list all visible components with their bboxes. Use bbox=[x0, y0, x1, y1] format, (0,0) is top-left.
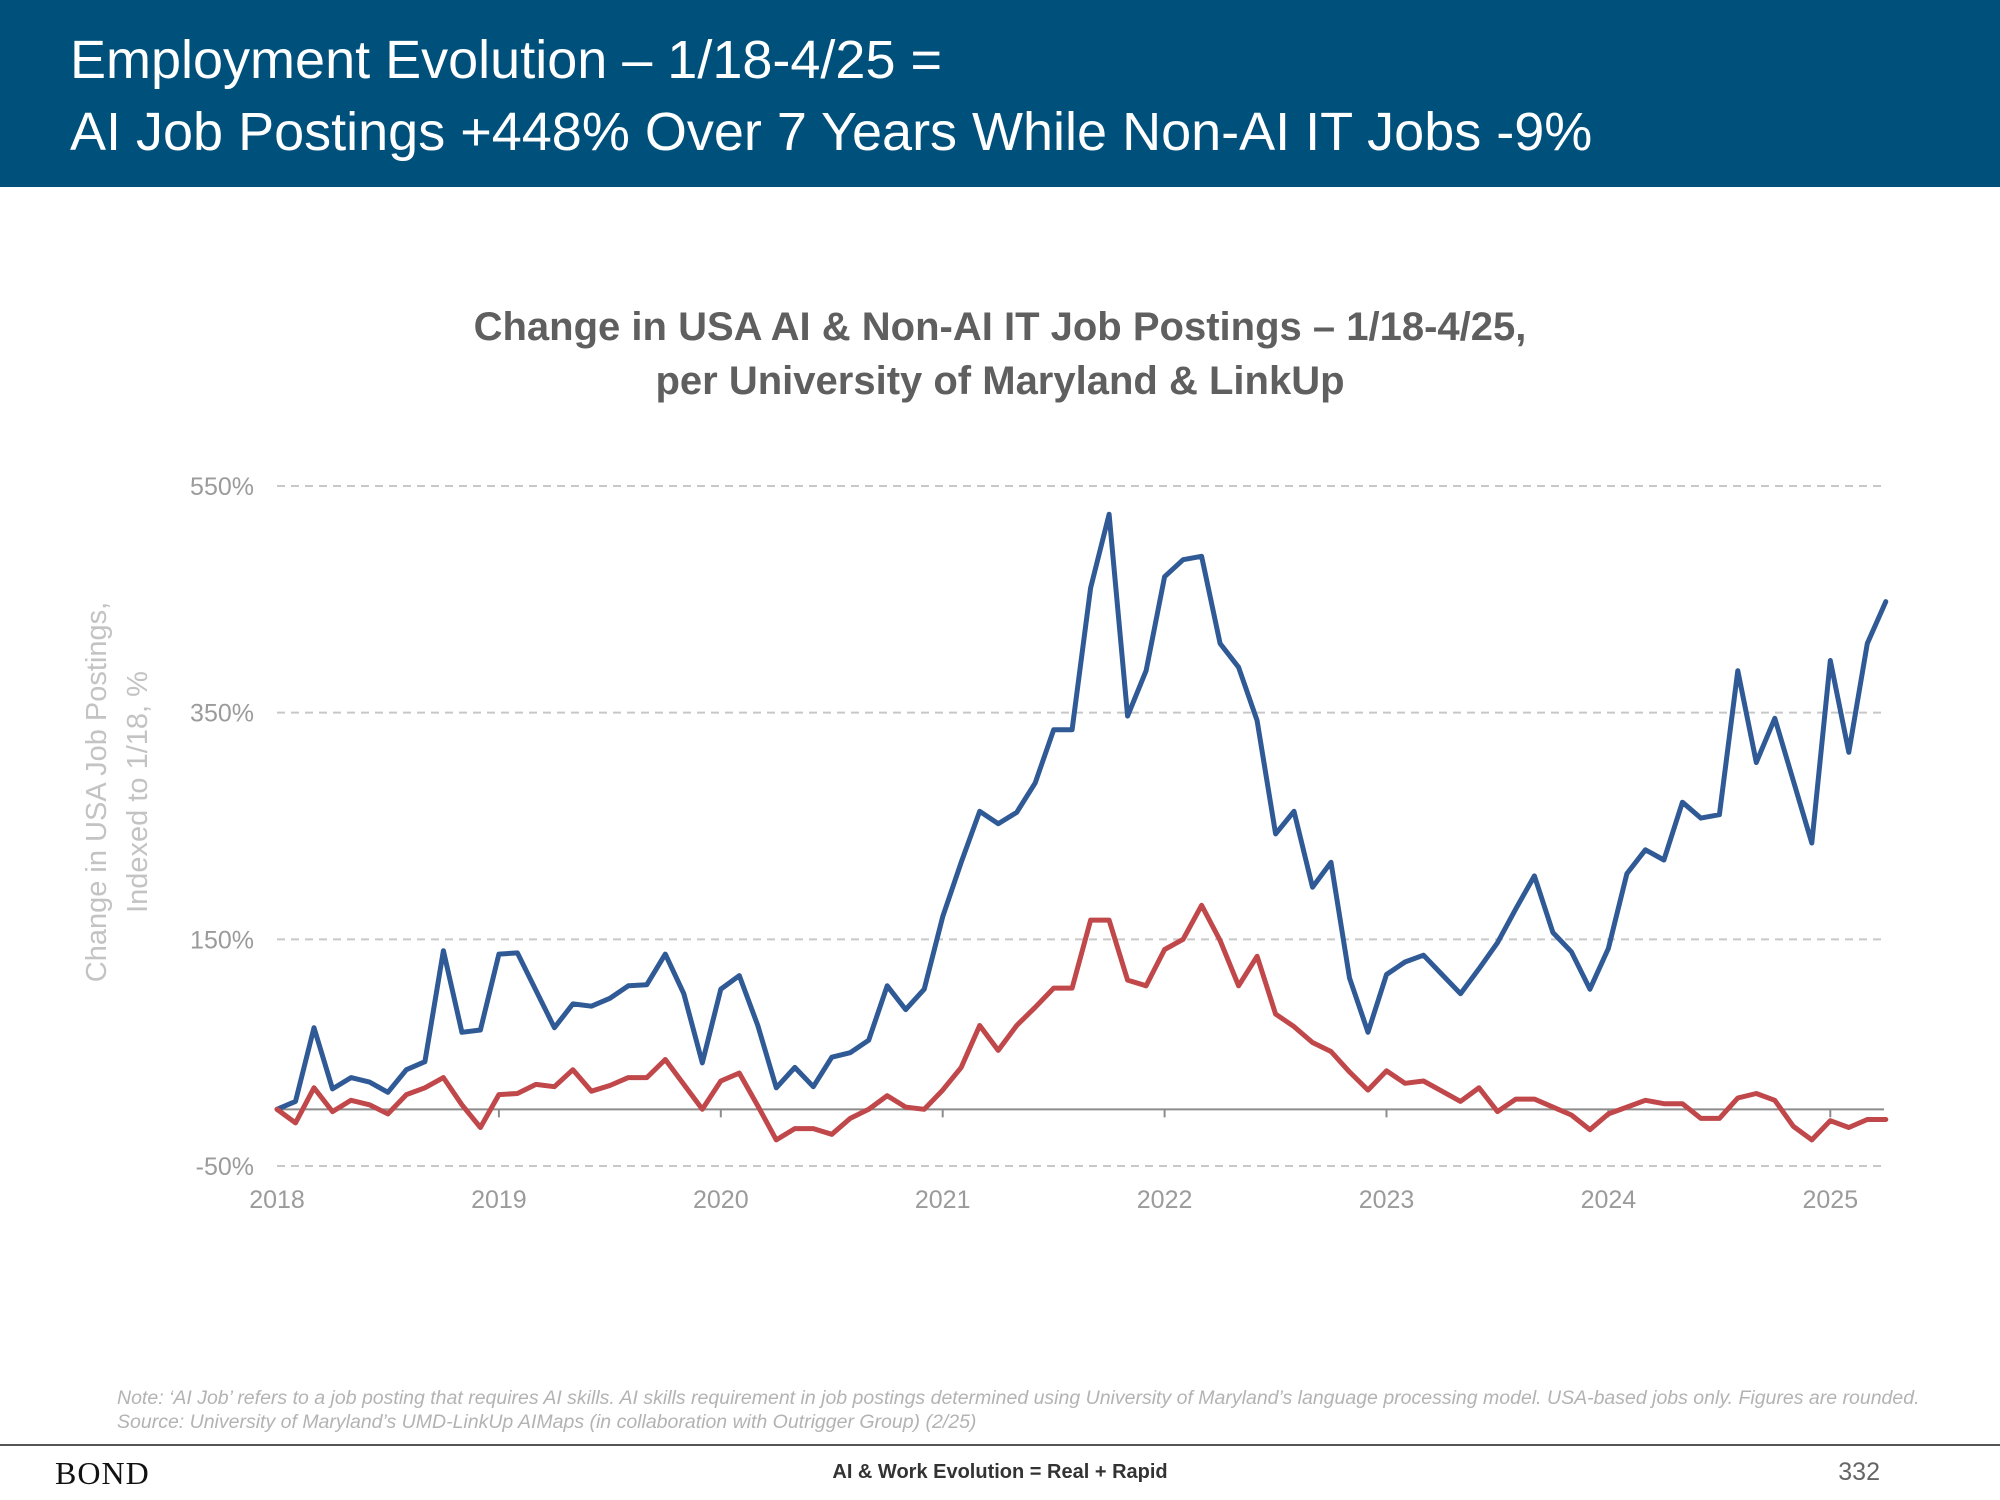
y-axis-labels: -50% 150% 350% 550% bbox=[190, 473, 254, 1181]
x-tick-label: 2018 bbox=[249, 1186, 305, 1214]
x-tick-label: 2024 bbox=[1581, 1186, 1637, 1214]
series-lines bbox=[274, 511, 1889, 1143]
chart-title-line-2: per University of Maryland & LinkUp bbox=[655, 359, 1345, 403]
y-tick-label: 150% bbox=[190, 926, 254, 954]
ai-postings-line bbox=[274, 511, 1889, 1112]
y-axis-title: Change in USA Job Postings, Indexed to 1/… bbox=[81, 602, 154, 982]
header-banner: Employment Evolution – 1/18-4/25 = AI Jo… bbox=[0, 0, 2000, 187]
slide-title-line-1: Employment Evolution – 1/18-4/25 = bbox=[70, 30, 943, 90]
non-ai-it-postings-line bbox=[274, 902, 1889, 1143]
x-tick-label: 2019 bbox=[471, 1186, 527, 1214]
x-tick-label: 2025 bbox=[1802, 1186, 1858, 1214]
page-number: 332 bbox=[1838, 1458, 1880, 1486]
y-tick-label: -50% bbox=[196, 1153, 254, 1181]
footnote: Note: ‘AI Job’ refers to a job posting t… bbox=[117, 1387, 1920, 1433]
y-tick-label: 350% bbox=[190, 700, 254, 728]
y-axis-title-line-1: Change in USA Job Postings, bbox=[81, 602, 113, 982]
footer-caption: AI & Work Evolution = Real + Rapid bbox=[832, 1461, 1168, 1483]
x-tick-label: 2023 bbox=[1359, 1186, 1415, 1214]
y-axis-title-line-2: Indexed to 1/18, % bbox=[122, 671, 154, 913]
gridlines bbox=[277, 485, 1884, 1167]
x-axis-ticks bbox=[497, 1109, 1832, 1118]
brand-logo: BOND bbox=[55, 1455, 150, 1491]
x-tick-label: 2020 bbox=[693, 1186, 749, 1214]
chart-title-line-1: Change in USA AI & Non-AI IT Job Posting… bbox=[473, 305, 1527, 349]
x-tick-label: 2021 bbox=[915, 1186, 971, 1214]
y-tick-label: 550% bbox=[190, 473, 254, 501]
line-chart: -50% 150% 350% 550% 2018 2019 2020 2021 2022 202… bbox=[81, 473, 1889, 1214]
slide-title-line-2: AI Job Postings +448% Over 7 Years While… bbox=[70, 102, 1593, 162]
footer-divider bbox=[0, 1444, 2000, 1446]
x-axis-labels: 2018 2019 2020 2021 2022 2023 2024 2025 bbox=[249, 1186, 1858, 1214]
x-tick-label: 2022 bbox=[1137, 1186, 1193, 1214]
